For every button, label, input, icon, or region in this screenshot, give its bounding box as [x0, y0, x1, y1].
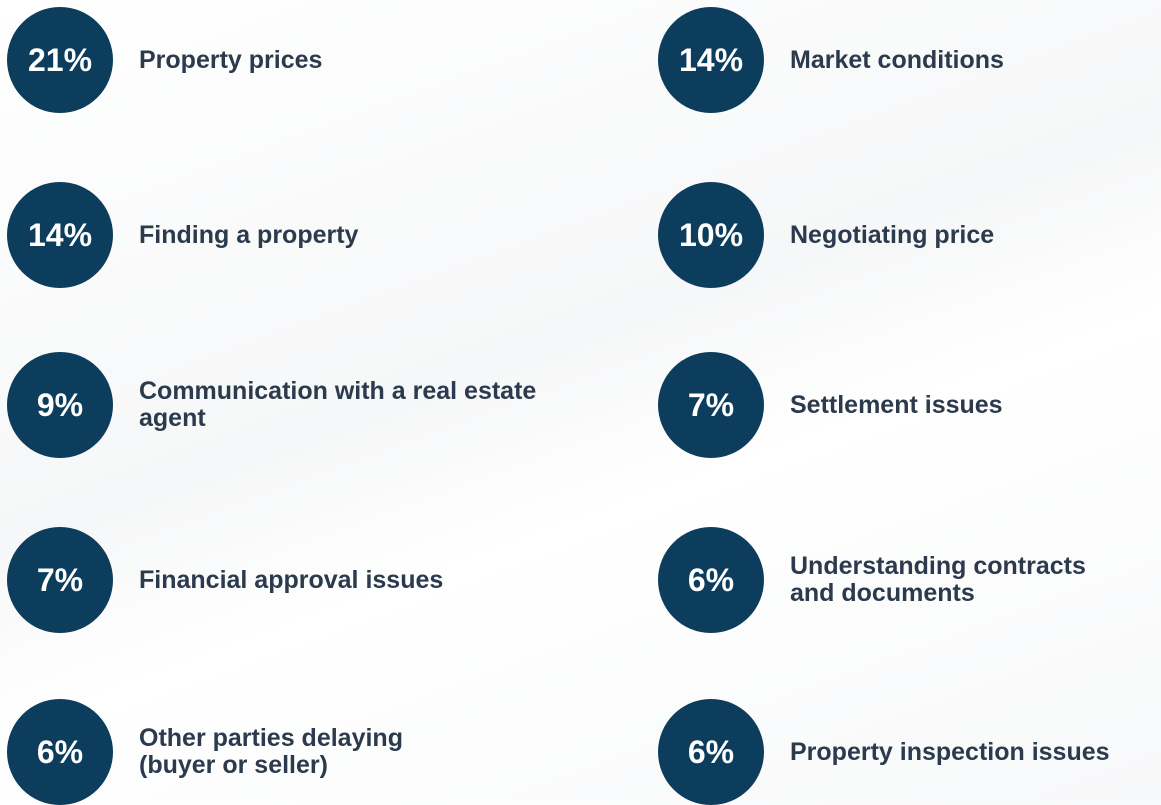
percent-badge: 6%: [658, 527, 764, 633]
percent-badge: 9%: [7, 352, 113, 458]
stat-item: 9% Communication with a real estate agent: [7, 352, 539, 458]
stat-label: Other parties delaying (buyer or seller): [139, 724, 403, 779]
percent-badge: 7%: [7, 527, 113, 633]
stat-label: Understanding contracts and documents: [790, 552, 1086, 607]
percent-badge: 7%: [658, 352, 764, 458]
stat-item: 6% Other parties delaying (buyer or selle…: [7, 699, 469, 805]
stat-item: 21% Property prices: [7, 7, 322, 113]
stat-label: Market conditions: [790, 45, 1004, 74]
stat-item: 6% Property inspection issues: [658, 699, 1110, 805]
stat-item: 10% Negotiating price: [658, 182, 994, 288]
stat-label: Negotiating price: [790, 220, 995, 249]
stat-label: Finding a property: [139, 220, 359, 249]
stat-item: 6% Understanding contracts and documents: [658, 527, 1135, 633]
stat-label: Property prices: [139, 45, 323, 74]
stat-label: Financial approval issues: [139, 565, 444, 594]
stat-item: 7% Settlement issues: [658, 352, 1003, 458]
percent-badge: 21%: [7, 7, 113, 113]
stat-label: Communication with a real estate agent: [139, 377, 537, 432]
percent-badge: 14%: [658, 7, 764, 113]
percent-badge: 6%: [658, 699, 764, 805]
stat-item: 14% Market conditions: [658, 7, 1004, 113]
percent-badge: 10%: [658, 182, 764, 288]
percent-badge: 6%: [7, 699, 113, 805]
percent-badge: 14%: [7, 182, 113, 288]
stat-label: Property inspection issues: [790, 737, 1110, 766]
stat-item: 14% Finding a property: [7, 182, 358, 288]
stat-item: 7% Financial approval issues: [7, 527, 443, 633]
stat-label: Settlement issues: [790, 390, 1003, 419]
